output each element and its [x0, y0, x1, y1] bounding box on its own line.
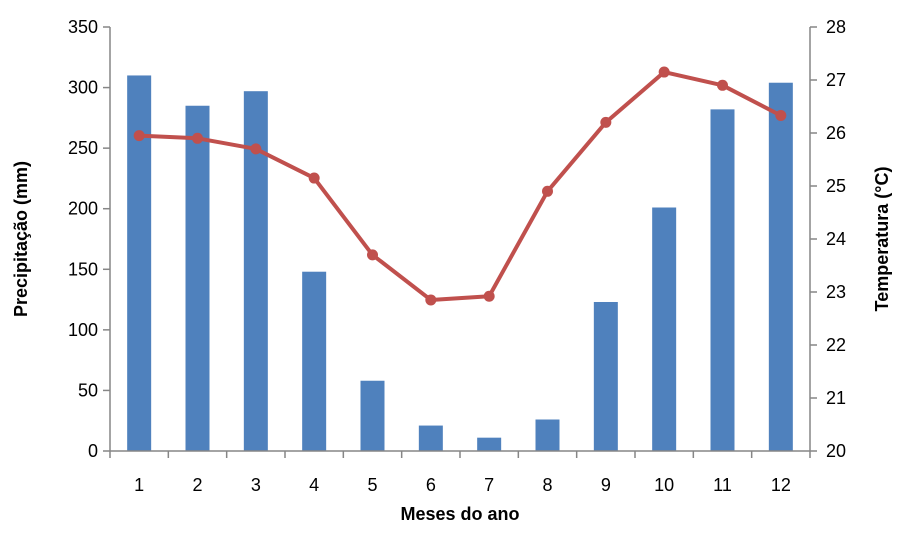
temperature-point-8: [542, 185, 553, 197]
x-tick-label: 11: [713, 475, 732, 495]
x-tick-label: 6: [426, 475, 436, 495]
right-y-tick-label: 24: [826, 229, 846, 249]
bar-1: [127, 75, 152, 451]
bar-11: [710, 109, 735, 452]
right-y-tick-label: 22: [826, 335, 846, 355]
temperature-point-1: [133, 130, 145, 142]
x-tick-label: 2: [192, 475, 202, 495]
left-y-tick-label: 350: [68, 17, 98, 37]
ticks-group: [103, 26, 817, 458]
left-y-tick-label: 100: [68, 320, 98, 340]
left-y-tick-label: 0: [88, 441, 98, 461]
x-tick-label: 12: [771, 475, 791, 495]
bar-9: [593, 301, 618, 451]
temperature-point-6: [425, 294, 437, 306]
left-y-tick-label: 50: [78, 380, 98, 400]
right-y-tick-label: 27: [826, 70, 846, 90]
x-tick-label: 4: [309, 475, 319, 495]
x-tick-label: 9: [601, 475, 611, 495]
temperature-point-11: [717, 79, 728, 91]
x-tick-label: 10: [654, 475, 674, 495]
right-y-tick-label: 25: [826, 176, 846, 196]
line-series-group: [133, 66, 787, 306]
temperature-point-7: [483, 290, 495, 302]
temperature-point-12: [775, 110, 787, 122]
temperature-line: [139, 70, 782, 302]
left-y-tick-label: 300: [68, 78, 98, 98]
x-tick-label: 3: [251, 475, 261, 495]
temperature-point-9: [600, 116, 612, 128]
bar-2: [185, 105, 210, 451]
temperature-point-3: [250, 143, 262, 155]
temperature-point-2: [192, 132, 203, 144]
x-tick-label: 8: [542, 475, 552, 495]
x-tick-label: 1: [134, 475, 144, 495]
right-y-tick-label: 21: [826, 388, 846, 408]
bar-6: [418, 425, 443, 451]
bar-8: [535, 419, 560, 451]
bars-group: [127, 75, 793, 452]
temperature-point-5: [367, 249, 378, 261]
right-y-tick-label: 28: [826, 17, 846, 37]
x-tick-label: 5: [367, 475, 377, 495]
right-y-tick-label: 23: [826, 282, 846, 302]
temperature-point-4: [308, 172, 320, 184]
right-y-tick-label: 20: [826, 441, 846, 461]
bar-12: [768, 82, 793, 452]
left-y-tick-label: 200: [68, 199, 98, 219]
left-y-tick-label: 150: [68, 259, 98, 279]
temperature-point-10: [658, 66, 670, 78]
right-y-axis-title: Temperatura (°C): [872, 167, 892, 312]
x-axis-title: Meses do ano: [400, 504, 519, 524]
axes-group: [109, 27, 811, 452]
right-y-tick-label: 26: [826, 123, 846, 143]
left-y-axis-title: Precipitação (mm): [11, 161, 31, 317]
bar-7: [477, 437, 502, 451]
bar-3: [243, 91, 268, 451]
x-tick-label: 7: [484, 475, 494, 495]
left-y-tick-label: 250: [68, 138, 98, 158]
bar-4: [302, 271, 327, 451]
bar-5: [360, 380, 385, 451]
bar-10: [652, 207, 677, 451]
labels-group: 1 2 3 4 5 6 7 8 9 10 11 120501001502002503003502021…: [68, 17, 846, 495]
